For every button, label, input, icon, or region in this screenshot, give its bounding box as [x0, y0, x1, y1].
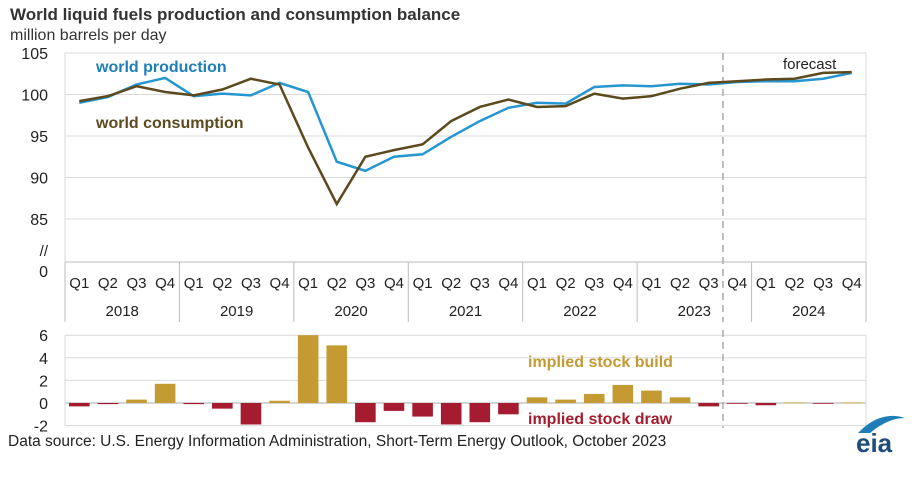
x-tick-quarter: Q4	[498, 275, 518, 292]
x-tick-quarter: Q2	[556, 275, 576, 292]
x-tick-quarter: Q1	[298, 275, 318, 292]
bar	[326, 345, 348, 403]
x-tick-quarter: Q2	[98, 275, 118, 292]
y-tick-label: 0	[39, 264, 48, 281]
eia-logo: eia	[856, 415, 905, 458]
x-tick-quarter: Q3	[127, 275, 147, 292]
x-tick-quarter: Q3	[813, 275, 833, 292]
svg-text:eia: eia	[856, 428, 893, 458]
label-stock-draw: implied stock draw	[528, 411, 673, 428]
bar	[97, 403, 119, 405]
x-tick-quarter: Q1	[69, 275, 89, 292]
bar	[812, 403, 834, 404]
x-tick-quarter: Q1	[641, 275, 661, 292]
x-tick-year: 2021	[449, 303, 482, 320]
x-tick-quarter: Q2	[327, 275, 347, 292]
y-tick-label: 6	[39, 328, 48, 345]
x-tick-year: 2020	[334, 303, 367, 320]
bar	[698, 403, 719, 407]
bar	[841, 402, 862, 404]
chart-subtitle: million barrels per day	[10, 27, 167, 44]
bar	[583, 393, 605, 403]
y-tick-label: 90	[30, 171, 48, 188]
plot-area	[64, 52, 867, 263]
x-tick-year: 2019	[220, 303, 253, 320]
x-tick-quarter: Q1	[413, 275, 433, 292]
bar	[555, 399, 576, 403]
x-tick-year: 2018	[106, 303, 139, 320]
bar	[183, 403, 205, 405]
bar	[726, 403, 748, 404]
legend-consumption: world consumption	[95, 115, 244, 132]
forecast-label: forecast	[783, 56, 837, 73]
x-tick-quarter: Q1	[756, 275, 776, 292]
source-note: Data source: U.S. Energy Information Adm…	[8, 433, 666, 450]
x-tick-quarter: Q4	[842, 275, 862, 292]
x-tick-quarter: Q4	[613, 275, 633, 292]
y-tick-label: 105	[21, 46, 48, 63]
x-tick-quarter: Q2	[784, 275, 804, 292]
label-stock-build: implied stock build	[528, 354, 673, 371]
bar	[383, 403, 405, 411]
bar	[69, 403, 90, 407]
bar	[355, 403, 376, 423]
bar	[612, 384, 634, 403]
bar	[498, 403, 519, 415]
y-tick-label: 0	[39, 396, 48, 413]
x-tick-quarter: Q2	[212, 275, 232, 292]
y-tick-label: 100	[21, 88, 48, 105]
y-tick-label: 85	[30, 212, 48, 229]
series-line-consumption	[79, 70, 852, 207]
y-tick-label: -2	[34, 419, 48, 436]
x-tick-quarter: Q4	[727, 275, 747, 292]
bar	[154, 383, 176, 403]
x-tick-quarter: Q3	[241, 275, 261, 292]
x-tick-quarter: Q2	[670, 275, 690, 292]
x-tick-year: 2022	[563, 303, 596, 320]
x-tick-quarter: Q4	[384, 275, 404, 292]
bar	[469, 403, 491, 423]
bar	[641, 390, 662, 403]
x-tick-quarter: Q4	[270, 275, 290, 292]
bar	[212, 403, 233, 409]
x-tick-quarter: Q3	[470, 275, 490, 292]
chart-title: World liquid fuels production and consum…	[10, 5, 460, 24]
x-tick-quarter: Q2	[441, 275, 461, 292]
bar	[755, 403, 777, 406]
bar	[440, 403, 462, 425]
x-tick-quarter: Q3	[584, 275, 604, 292]
y-tick-label: 2	[39, 373, 48, 390]
bar	[269, 400, 290, 403]
x-tick-quarter: Q1	[527, 275, 547, 292]
x-tick-year: 2024	[792, 303, 825, 320]
bar	[526, 397, 548, 403]
bar	[412, 403, 433, 417]
legend-production: world production	[95, 59, 227, 76]
bar	[784, 402, 805, 404]
y-tick-label: 4	[39, 351, 48, 368]
x-tick-quarter: Q4	[155, 275, 175, 292]
bar	[240, 403, 262, 425]
x-tick-quarter: Q3	[699, 275, 719, 292]
bar	[126, 399, 147, 403]
x-tick-quarter: Q3	[355, 275, 375, 292]
bar	[297, 335, 319, 403]
x-tick-year: 2023	[678, 303, 711, 320]
x-tick-quarter: Q1	[184, 275, 204, 292]
bar	[669, 397, 691, 403]
y-tick-label: 95	[30, 129, 48, 146]
axis-break-mark: //	[40, 243, 49, 260]
